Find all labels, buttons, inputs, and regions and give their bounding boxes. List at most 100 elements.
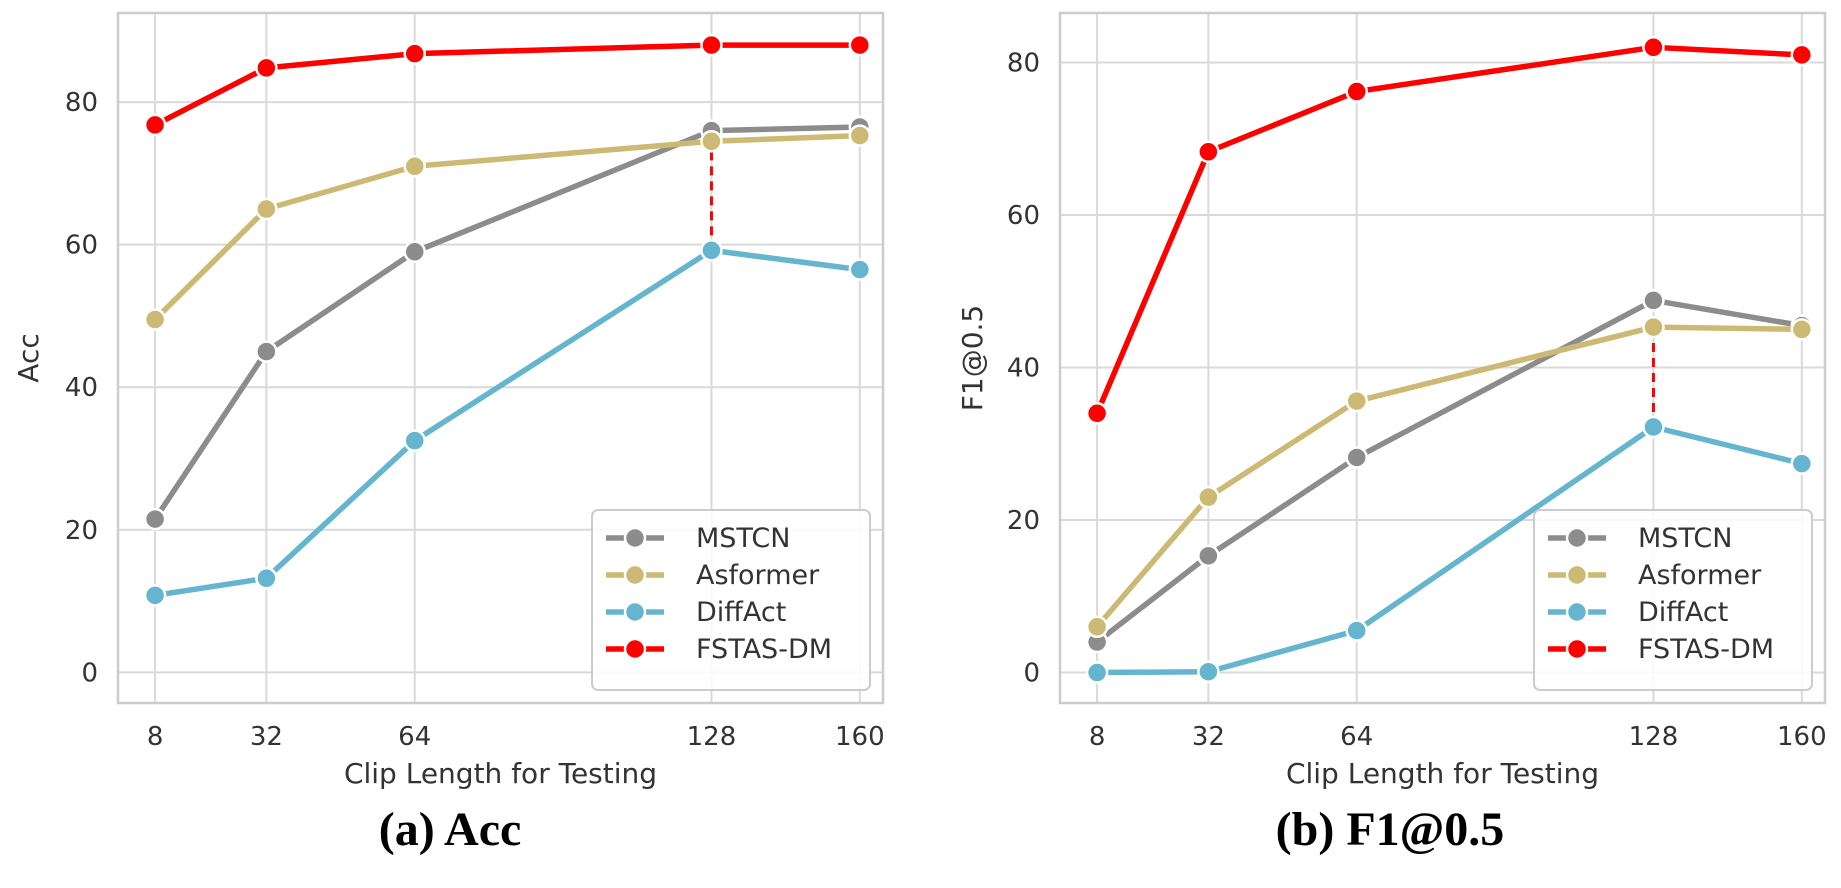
x-tick-label: 128 — [687, 722, 737, 752]
series-diffact — [1085, 415, 1814, 684]
legend-box — [1533, 509, 1813, 691]
data-point — [143, 507, 167, 531]
data-point — [1085, 661, 1109, 684]
data-point — [1197, 660, 1220, 683]
legend-swatch-marker — [623, 563, 647, 587]
legend-entry: MSTCN — [1548, 523, 1732, 554]
data-point — [255, 567, 278, 590]
data-point — [700, 239, 723, 262]
legend-swatch-marker — [623, 600, 647, 624]
x-tick-label: 32 — [250, 722, 283, 752]
data-point — [1085, 615, 1109, 639]
x-tick-label: 160 — [1777, 722, 1827, 752]
panel-caption: (a) Acc — [379, 803, 522, 856]
data-point — [403, 155, 426, 178]
y-tick-label: 20 — [65, 516, 98, 546]
data-point — [1197, 140, 1220, 164]
chart-panel-2: 0 20 40 60 80 8 32 64 128 160 Clip Length for Test… — [956, 11, 1827, 856]
legend-entry: Asformer — [606, 560, 820, 591]
data-point — [255, 340, 278, 363]
data-point — [1790, 43, 1814, 67]
y-tick-label: 40 — [65, 373, 98, 403]
data-point — [700, 33, 723, 57]
data-point — [1345, 80, 1368, 103]
data-point — [700, 130, 723, 153]
legend-label: MSTCN — [1638, 523, 1732, 554]
plot-frame — [1058, 11, 1827, 705]
data-point — [1345, 389, 1368, 413]
plot-frame — [116, 11, 885, 705]
legend-swatch-marker — [623, 526, 647, 550]
legend-label: DiffAct — [1638, 597, 1728, 628]
data-point — [255, 197, 278, 221]
y-tick-label: 80 — [1007, 49, 1040, 79]
x-tick-label: 160 — [835, 722, 885, 752]
y-tick-label: 0 — [1023, 659, 1040, 689]
y-tick-label: 0 — [81, 658, 98, 688]
data-point — [1642, 315, 1665, 339]
series-asformer — [1085, 315, 1814, 639]
legend: MSTCN Asformer DiffAct FSTAS-DM — [1533, 509, 1813, 691]
x-tick-label: 8 — [1089, 722, 1106, 752]
data-point — [403, 429, 426, 452]
series-diffact — [143, 239, 872, 607]
data-point — [403, 240, 426, 264]
y-tick-label: 80 — [65, 88, 98, 118]
legend-label: MSTCN — [696, 523, 790, 554]
legend-swatch-marker — [1565, 637, 1589, 661]
x-axis-label: Clip Length for Testing — [1286, 757, 1599, 790]
legend-entry: FSTAS-DM — [1548, 634, 1774, 665]
legend-label: DiffAct — [696, 597, 786, 628]
x-tick-label: 64 — [1340, 722, 1373, 752]
chart-panel-1: 0 20 40 60 80 8 32 64 128 160 Clip Length for Test… — [12, 11, 885, 856]
legend: MSTCN Asformer DiffAct FSTAS-DM — [591, 509, 871, 691]
data-point — [848, 258, 872, 281]
series-fstas-dm — [1085, 36, 1814, 425]
x-tick-label: 8 — [147, 722, 164, 752]
data-point — [143, 584, 167, 607]
legend-entry: DiffAct — [606, 597, 786, 628]
legend-swatch-marker — [1565, 600, 1589, 624]
legend-entry: Asformer — [1548, 560, 1762, 591]
legend-entry: DiffAct — [1548, 597, 1728, 628]
data-point — [1790, 318, 1814, 341]
legend-label: Asformer — [1638, 560, 1762, 591]
legend-swatch-marker — [623, 637, 647, 661]
data-point — [143, 113, 167, 137]
data-point — [1642, 36, 1665, 59]
x-tick-label: 64 — [398, 722, 431, 752]
data-point — [1642, 289, 1665, 312]
y-axis-label: F1@0.5 — [956, 305, 989, 411]
x-tick-label: 128 — [1629, 722, 1679, 752]
y-axis-label: Acc — [12, 333, 45, 382]
legend-label: FSTAS-DM — [1638, 634, 1774, 665]
data-point — [848, 124, 872, 147]
legend-entry: MSTCN — [606, 523, 790, 554]
data-point — [1345, 619, 1368, 642]
y-tick-label: 60 — [65, 231, 98, 261]
data-point — [403, 42, 426, 65]
panel-caption: (b) F1@0.5 — [1276, 803, 1505, 856]
data-point — [255, 56, 278, 80]
legend-label: Asformer — [696, 560, 820, 591]
legend-box — [591, 509, 871, 691]
y-tick-label: 60 — [1007, 201, 1040, 231]
legend-label: FSTAS-DM — [696, 634, 832, 665]
data-point — [1085, 402, 1109, 425]
legend-swatch-marker — [1565, 526, 1589, 550]
data-point — [1345, 446, 1368, 469]
y-tick-label: 20 — [1007, 506, 1040, 536]
data-point — [143, 308, 167, 331]
legend-swatch-marker — [1565, 563, 1589, 587]
data-point — [1790, 452, 1814, 475]
legend-entry: FSTAS-DM — [606, 634, 832, 665]
x-axis-label: Clip Length for Testing — [344, 757, 657, 790]
x-tick-label: 32 — [1192, 722, 1225, 752]
data-point — [1642, 415, 1665, 439]
series-asformer — [143, 124, 872, 331]
series-fstas-dm — [143, 33, 872, 137]
data-point — [1197, 544, 1220, 568]
data-point — [848, 33, 872, 57]
data-point — [1197, 485, 1220, 509]
